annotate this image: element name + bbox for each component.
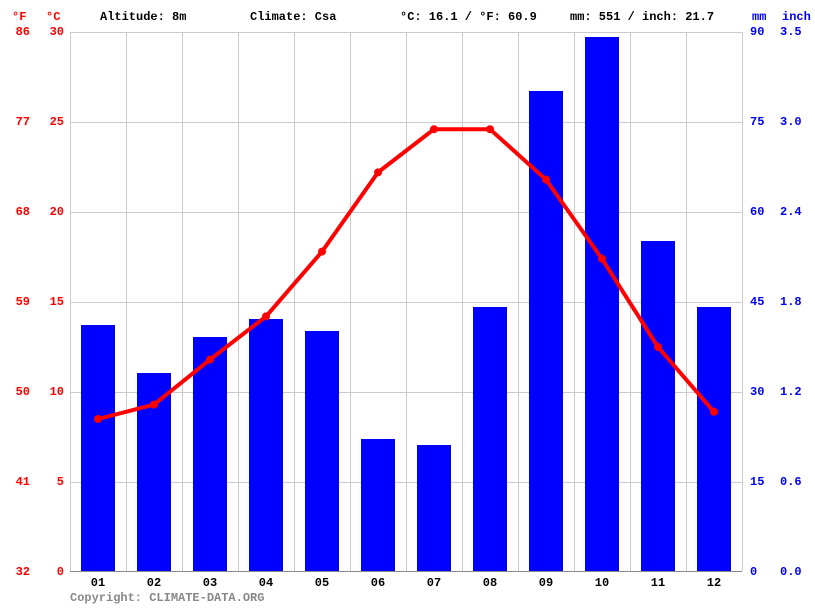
precip-bar <box>529 91 564 571</box>
tick-label: 15 <box>750 475 774 489</box>
header-climate: Climate: Csa <box>250 10 336 24</box>
header-temp-avg: °C: 16.1 / °F: 60.9 <box>400 10 537 24</box>
precip-bar <box>249 319 284 571</box>
tick-label: 09 <box>534 576 558 590</box>
gridline-v <box>350 32 351 571</box>
gridline-v <box>70 32 71 571</box>
tick-label: 32 <box>6 565 30 579</box>
tick-label: 3.0 <box>780 115 810 129</box>
gridline-v <box>294 32 295 571</box>
tick-label: 41 <box>6 475 30 489</box>
tick-label: 68 <box>6 205 30 219</box>
precip-bar <box>641 241 676 571</box>
tick-label: 86 <box>6 25 30 39</box>
tick-label: 0.6 <box>780 475 810 489</box>
precip-bar <box>417 445 452 571</box>
tick-label: 05 <box>310 576 334 590</box>
gridline-v <box>518 32 519 571</box>
gridline-v <box>126 32 127 571</box>
tick-label: 1.8 <box>780 295 810 309</box>
gridline-v <box>182 32 183 571</box>
precip-bar <box>473 307 508 571</box>
precip-bar <box>81 325 116 571</box>
axis-unit-inch: inch <box>782 10 811 24</box>
tick-label: 12 <box>702 576 726 590</box>
tick-label: 0 <box>40 565 64 579</box>
chart-header: Altitude: 8m Climate: Csa °C: 16.1 / °F:… <box>0 10 815 30</box>
gridline-v <box>462 32 463 571</box>
gridline-v <box>574 32 575 571</box>
tick-label: 03 <box>198 576 222 590</box>
tick-label: 3.5 <box>780 25 810 39</box>
tick-label: 2.4 <box>780 205 810 219</box>
tick-label: 15 <box>40 295 64 309</box>
axis-unit-celsius: °C <box>46 10 60 24</box>
tick-label: 02 <box>142 576 166 590</box>
tick-label: 25 <box>40 115 64 129</box>
precip-bar <box>585 37 620 571</box>
tick-label: 0.0 <box>780 565 810 579</box>
gridline-v <box>238 32 239 571</box>
tick-label: 06 <box>366 576 390 590</box>
gridline-v <box>686 32 687 571</box>
tick-label: 04 <box>254 576 278 590</box>
tick-label: 59 <box>6 295 30 309</box>
precip-bar <box>697 307 732 571</box>
precip-bar <box>305 331 340 571</box>
tick-label: 50 <box>6 385 30 399</box>
tick-label: 30 <box>750 385 774 399</box>
precip-bar <box>193 337 228 571</box>
tick-label: 5 <box>40 475 64 489</box>
tick-label: 10 <box>590 576 614 590</box>
tick-label: 20 <box>40 205 64 219</box>
gridline-v <box>406 32 407 571</box>
climate-chart: Altitude: 8m Climate: Csa °C: 16.1 / °F:… <box>0 0 815 611</box>
axis-unit-mm: mm <box>752 10 766 24</box>
tick-label: 77 <box>6 115 30 129</box>
tick-label: 10 <box>40 385 64 399</box>
tick-label: 90 <box>750 25 774 39</box>
tick-label: 01 <box>86 576 110 590</box>
tick-label: 60 <box>750 205 774 219</box>
tick-label: 1.2 <box>780 385 810 399</box>
tick-label: 08 <box>478 576 502 590</box>
tick-label: 0 <box>750 565 774 579</box>
plot-area <box>70 32 742 572</box>
header-altitude: Altitude: 8m <box>100 10 186 24</box>
tick-label: 30 <box>40 25 64 39</box>
precip-bar <box>361 439 396 571</box>
precip-bar <box>137 373 172 571</box>
tick-label: 07 <box>422 576 446 590</box>
tick-label: 11 <box>646 576 670 590</box>
header-precip: mm: 551 / inch: 21.7 <box>570 10 714 24</box>
axis-unit-fahrenheit: °F <box>12 10 26 24</box>
copyright-text: Copyright: CLIMATE-DATA.ORG <box>70 591 264 605</box>
gridline-v <box>742 32 743 571</box>
tick-label: 45 <box>750 295 774 309</box>
tick-label: 75 <box>750 115 774 129</box>
gridline-v <box>630 32 631 571</box>
